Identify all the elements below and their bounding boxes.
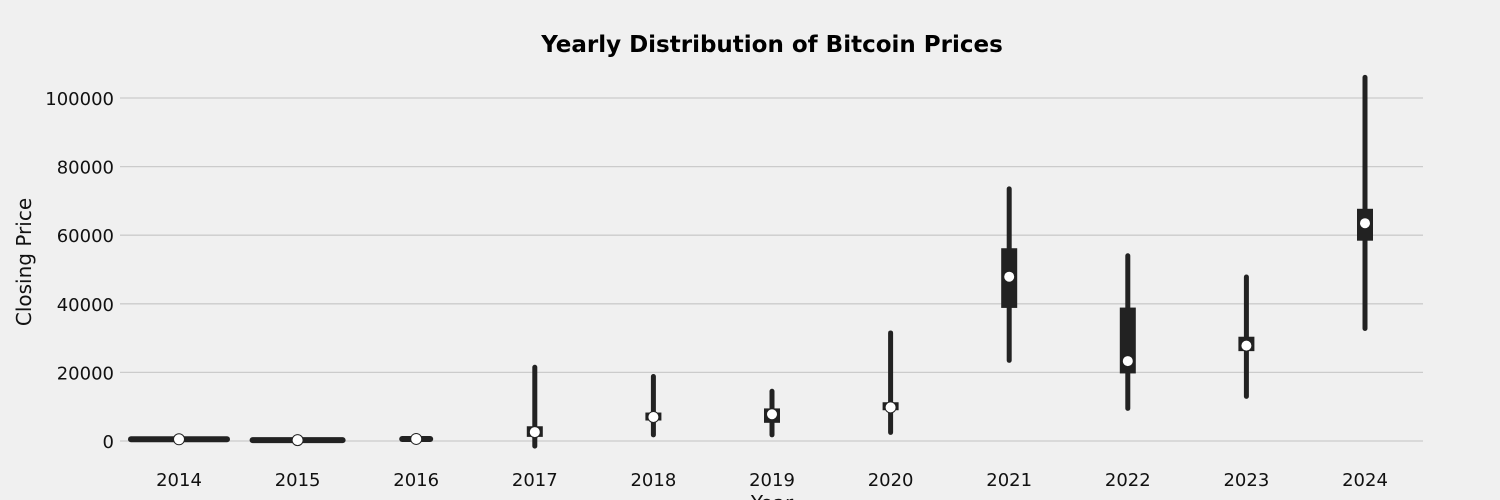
violin-2017-median xyxy=(528,426,541,439)
y-tick-label: 80000 xyxy=(57,158,114,179)
violin-2014-median xyxy=(173,433,185,446)
y-tick-label: 100000 xyxy=(45,89,114,110)
x-tick-labels: 2014 2015 2016 2017 2018 2019 2020 2021 2022 2023… xyxy=(156,470,1388,491)
x-axis-label: Year xyxy=(750,491,794,500)
violin-2023-median xyxy=(1240,339,1253,352)
chart-title: Yearly Distribution of Bitcoin Prices xyxy=(540,32,1003,58)
x-tick-label: 2015 xyxy=(275,470,321,491)
grid-lines xyxy=(120,97,1423,442)
y-tick-labels: 0 20000 40000 60000 80000 100000 xyxy=(45,89,114,453)
violin-2019-median xyxy=(766,408,778,421)
x-tick-label: 2021 xyxy=(986,470,1032,491)
violin-2015-median xyxy=(291,434,304,447)
violin-2020-median xyxy=(884,401,897,414)
x-tick-label: 2018 xyxy=(630,470,676,491)
x-tick-label: 2014 xyxy=(156,470,202,491)
violin-2024-median xyxy=(1359,217,1371,230)
violin-2021-median xyxy=(1003,270,1016,283)
y-tick-label: 20000 xyxy=(57,363,114,384)
violin-2016-median xyxy=(410,432,423,445)
x-tick-label: 2024 xyxy=(1342,470,1388,491)
y-tick-label: 40000 xyxy=(57,295,114,316)
y-axis-label: Closing Price xyxy=(12,198,36,326)
x-tick-label: 2017 xyxy=(512,470,558,491)
violin-marks xyxy=(128,74,1373,449)
violin-2018-median xyxy=(647,410,660,423)
x-tick-label: 2019 xyxy=(749,470,795,491)
y-tick-label: 60000 xyxy=(57,226,114,247)
x-tick-label: 2016 xyxy=(393,470,439,491)
x-tick-label: 2022 xyxy=(1105,470,1151,491)
y-tick-label: 0 xyxy=(103,432,114,453)
x-tick-label: 2023 xyxy=(1223,470,1269,491)
x-tick-label: 2020 xyxy=(868,470,914,491)
violin-2022-median xyxy=(1121,355,1134,368)
